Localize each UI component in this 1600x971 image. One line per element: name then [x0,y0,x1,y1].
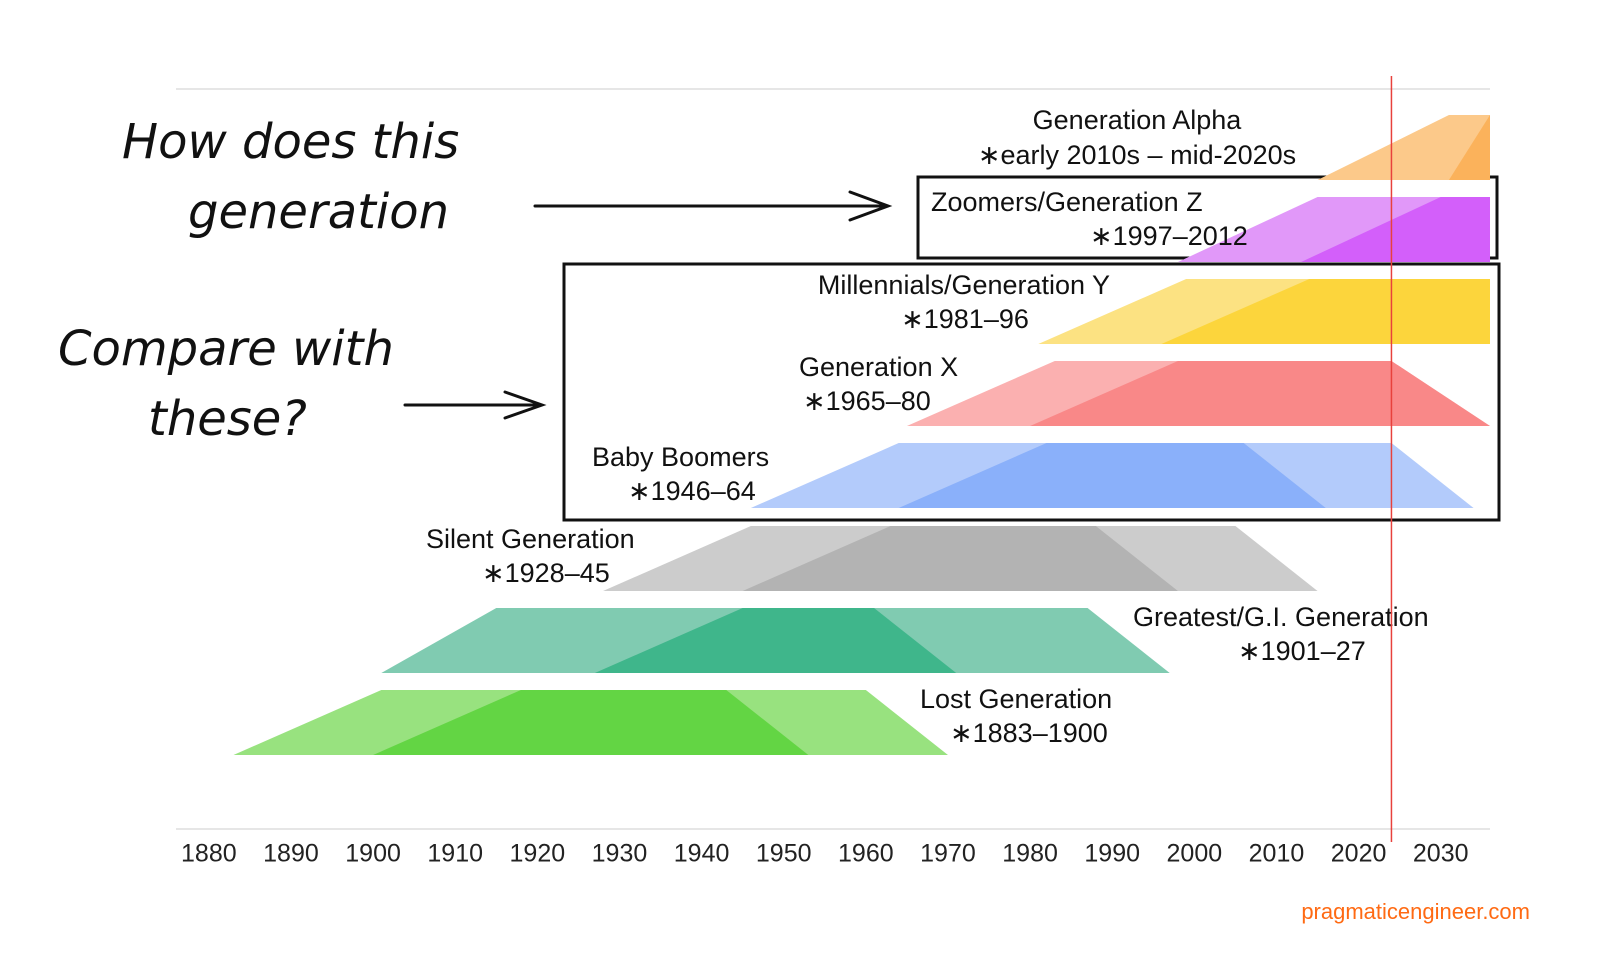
x-tick-label: 1900 [345,840,401,868]
generation-band-dark [742,526,1178,591]
generation-band-dark [594,608,957,673]
generation-band-dark [373,690,809,755]
handwritten-note: How does this [122,114,459,170]
x-tick-label: 2020 [1331,840,1387,868]
x-tick-label: 2000 [1167,840,1223,868]
x-tick-label: 1980 [1002,840,1058,868]
highlight-box [562,262,1501,522]
x-tick-label: 1910 [427,840,483,868]
arrow [403,390,547,420]
generation-name: Generation X [799,352,958,382]
generation-band-dark [1301,197,1490,262]
generation-name: Greatest/G.I. Generation [1133,602,1429,632]
generation-name: Baby Boomers [592,442,769,472]
x-tick-label: 1890 [263,840,319,868]
generation-band-dark [1161,279,1490,344]
generation-band-dark [1448,115,1490,180]
handwritten-note: Compare with [58,321,394,377]
x-tick-label: 1920 [510,840,566,868]
x-tick-label: 2010 [1249,840,1305,868]
generation-name: Zoomers/Generation Z [931,187,1203,217]
x-tick-label: 1990 [1084,840,1140,868]
x-tick-label: 1880 [181,840,237,868]
x-tick-label: 1970 [920,840,976,868]
handwritten-note: generation [188,184,449,240]
handwritten-note: these? [148,391,307,447]
x-tick-label: 1960 [838,840,894,868]
generation-years: ∗1965–80 [803,386,931,416]
x-tick-label: 1950 [756,840,812,868]
generation-name: Lost Generation [920,684,1112,714]
generation-years: ∗1901–27 [1238,636,1366,666]
generation-years: ∗1981–96 [901,304,1029,334]
generation-band-dark [1030,361,1490,426]
generation-years: ∗1928–45 [482,558,610,588]
x-tick-label: 1940 [674,840,730,868]
x-tick-label: 1930 [592,840,648,868]
arrow [533,190,893,222]
generation-band-dark [898,443,1326,508]
generation-years: ∗early 2010s – mid-2020s [978,140,1296,170]
generation-years: ∗1883–1900 [950,718,1108,748]
generation-band-light [1317,115,1490,180]
generation-years: ∗1946–64 [628,476,756,506]
credit: pragmaticengineer.com [1301,899,1530,924]
x-tick-label: 2030 [1413,840,1469,868]
generation-name: Millennials/Generation Y [818,270,1110,300]
generation-name: Silent Generation [426,524,635,554]
generation-years: ∗1997–2012 [1090,221,1248,251]
generation-name: Generation Alpha [1033,105,1243,135]
